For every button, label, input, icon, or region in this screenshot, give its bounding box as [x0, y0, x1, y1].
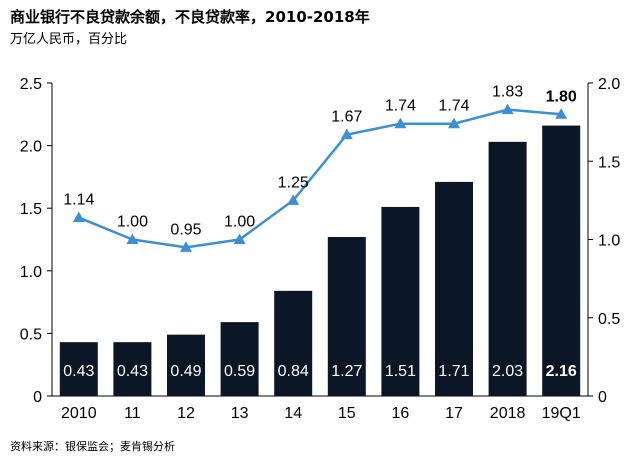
- bar: [435, 181, 473, 396]
- x-tick-label: 11: [124, 405, 141, 422]
- bar: [381, 206, 420, 396]
- y-right-tick-label: 1.0: [598, 233, 620, 250]
- line-point: [126, 233, 139, 244]
- y-right-tick-label: 0.5: [598, 311, 620, 328]
- line-value-label: 1.67: [331, 109, 362, 126]
- bar-labels: 0.43 0.43 0.49 0.59 0.84 1.27 1.51 1.71 2.03 2.16: [63, 363, 577, 380]
- line-point: [233, 233, 246, 244]
- line-value-label: 1.74: [385, 98, 416, 115]
- line-point: [394, 117, 407, 129]
- line-value-label: 1.83: [492, 84, 523, 101]
- y-right-tick-label: 1.5: [598, 154, 620, 171]
- y-right-tick-label: 2.0: [598, 76, 620, 93]
- x-tick-label: 13: [231, 405, 249, 422]
- bar: [167, 334, 205, 396]
- x-ticks: 2010 11 12 13 14 15 16 17 2018 19Q1: [61, 405, 581, 422]
- source-note: 资料来源：银保监会；麦肯锡分析: [10, 440, 175, 453]
- x-tick-label: 19Q1: [542, 405, 581, 422]
- line-value-label: 1.25: [278, 174, 309, 191]
- y-left-ticks: 0 0.5 1.0 1.5 2.0 2.5: [20, 76, 42, 406]
- bar: [488, 141, 527, 396]
- line-value-label: 1.74: [438, 98, 469, 115]
- bar-value-label: 1.27: [331, 363, 362, 380]
- bar: [327, 236, 366, 396]
- bar: [542, 125, 581, 397]
- line-point: [555, 108, 568, 119]
- bar: [59, 342, 98, 396]
- bar: [113, 342, 152, 396]
- line-point: [180, 241, 192, 252]
- line-point: [287, 194, 300, 205]
- x-tick-label: 16: [392, 405, 410, 422]
- y-left-tick-label: 2.0: [20, 139, 42, 156]
- y-left-tick-label: 0.5: [20, 326, 42, 343]
- bar-value-label: 2.16: [546, 363, 577, 380]
- bar-value-label: 0.43: [117, 363, 148, 380]
- x-tick-label: 14: [284, 405, 302, 422]
- line-point: [501, 103, 514, 115]
- y-left-tick-label: 2.5: [20, 76, 42, 93]
- x-tick-label: 17: [445, 405, 463, 422]
- bar-value-label: 0.59: [224, 363, 255, 380]
- y-left-tick-label: 0: [33, 389, 42, 406]
- bar: [220, 322, 259, 396]
- bar-value-label: 2.03: [492, 363, 523, 380]
- line-path: [78, 108, 562, 249]
- line-value-label: 1.00: [117, 214, 148, 231]
- bar-value-label: 0.84: [278, 363, 309, 380]
- line-value-label: 1.00: [224, 214, 255, 231]
- line-value-label: 0.95: [170, 221, 201, 238]
- x-tick-label: 2018: [490, 405, 526, 422]
- line-point: [72, 211, 85, 223]
- bar-series: [59, 125, 581, 397]
- x-tick-label: 15: [338, 405, 356, 422]
- line-value-label: 1.14: [63, 192, 94, 209]
- line-labels: 1.14 1.00 0.95 1.00 1.25 1.67 1.74 1.74 1.83 1.80: [63, 84, 577, 239]
- bar-value-label: 0.49: [170, 363, 201, 380]
- line-point: [448, 117, 460, 129]
- line-series: [72, 103, 568, 252]
- chart-subtitle: 万亿人民币，百分比: [10, 32, 128, 47]
- bar-value-label: 1.71: [438, 363, 469, 380]
- y-left-tick-label: 1.5: [20, 201, 42, 218]
- y-left-tick-label: 1.0: [20, 264, 42, 281]
- x-tick-label: 12: [177, 405, 195, 422]
- y-right-tick-label: 0: [598, 389, 607, 406]
- line-point: [340, 128, 353, 140]
- y-right-ticks: 0 0.5 1.0 1.5 2.0: [598, 76, 620, 406]
- x-tick-label: 2010: [61, 405, 97, 422]
- chart-title: 商业银行不良贷款余额，不良贷款率，2010-2018年: [10, 8, 370, 26]
- bar: [274, 290, 313, 396]
- bar-value-label: 0.43: [63, 363, 94, 380]
- bar-value-label: 1.51: [385, 363, 416, 380]
- line-value-label: 1.80: [546, 88, 577, 105]
